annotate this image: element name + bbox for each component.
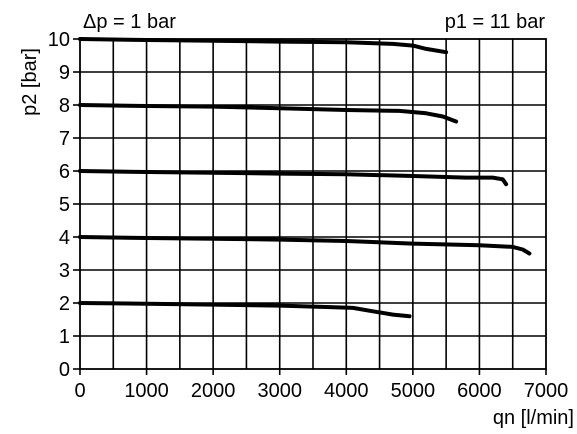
y-tick-label: 5: [59, 194, 70, 216]
y-tick-label: 0: [59, 359, 70, 381]
y-tick-label: 9: [59, 62, 70, 84]
y-tick-label: 10: [48, 29, 70, 51]
y-tick-label: 2: [59, 293, 70, 315]
y-axis-title: p2 [bar]: [19, 48, 41, 116]
series-line-5: [78, 301, 412, 319]
series-line-1: [78, 37, 449, 55]
series-group: [78, 37, 532, 319]
y-tick-label: 7: [59, 128, 70, 150]
grid: [80, 39, 546, 369]
y-tick-label: 1: [59, 326, 70, 348]
delta-p-label: Δp = 1 bar: [83, 11, 176, 33]
x-axis-title: qn [l/min]: [493, 407, 574, 429]
y-tick-label: 3: [59, 260, 70, 282]
x-tick-label: 6000: [457, 380, 502, 402]
p1-label: p1 = 11 bar: [445, 11, 546, 33]
x-tick-label: 4000: [324, 380, 369, 402]
x-tick-label: 2000: [191, 380, 236, 402]
series-line-2: [78, 103, 459, 124]
y-axis-ticks: 0 1 2 3 4 5 6 7 8 9 10: [48, 29, 80, 381]
x-tick-label: 7000: [524, 380, 569, 402]
series-line-4: [78, 235, 532, 256]
x-tick-label: 0: [74, 380, 85, 402]
y-tick-label: 4: [59, 227, 70, 249]
series-line-3: [78, 169, 509, 187]
x-tick-label: 5000: [391, 380, 436, 402]
y-tick-label: 8: [59, 95, 70, 117]
x-tick-label: 3000: [257, 380, 302, 402]
x-axis-ticks: 0 1000 2000 3000 4000 5000 6000 7000: [74, 369, 568, 402]
y-tick-label: 6: [59, 161, 70, 183]
x-tick-label: 1000: [124, 380, 169, 402]
